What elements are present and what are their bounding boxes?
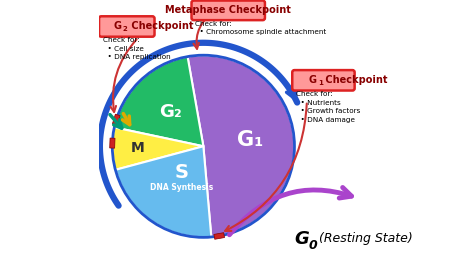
Polygon shape: [214, 233, 225, 239]
Text: 0: 0: [309, 239, 317, 252]
Text: 2: 2: [123, 26, 127, 32]
Text: Checkpoint: Checkpoint: [322, 75, 387, 85]
Text: G₂: G₂: [159, 103, 182, 121]
Text: Check for:
  • Chromosome spindle attachment: Check for: • Chromosome spindle attachme…: [195, 21, 326, 35]
Wedge shape: [112, 127, 203, 170]
Wedge shape: [114, 57, 203, 146]
Polygon shape: [113, 114, 120, 125]
Polygon shape: [110, 138, 115, 148]
FancyBboxPatch shape: [99, 16, 155, 37]
Text: Metaphase Checkpoint: Metaphase Checkpoint: [165, 5, 291, 15]
Wedge shape: [188, 55, 295, 237]
Text: G₁: G₁: [237, 130, 263, 150]
Text: Checkpoint: Checkpoint: [128, 22, 193, 31]
Text: S: S: [175, 163, 188, 182]
Text: M: M: [131, 141, 145, 155]
Text: Check for:
  • Nutrients
  • Growth factors
  • DNA damage: Check for: • Nutrients • Growth factors …: [296, 91, 360, 123]
Text: G: G: [113, 22, 121, 31]
Text: DNA Synthesis: DNA Synthesis: [150, 183, 213, 192]
Text: (Resting State): (Resting State): [315, 232, 413, 245]
Text: G: G: [308, 75, 316, 85]
Text: 1: 1: [318, 79, 323, 86]
Text: G: G: [295, 230, 309, 248]
FancyBboxPatch shape: [292, 70, 355, 91]
FancyBboxPatch shape: [192, 1, 265, 20]
Wedge shape: [115, 146, 211, 237]
Text: Check for:
  • Cell size
  • DNA replication: Check for: • Cell size • DNA replication: [103, 37, 170, 60]
